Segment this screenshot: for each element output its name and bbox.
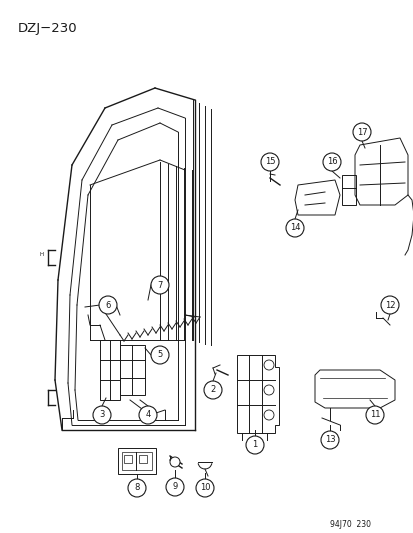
Text: 4: 4 [145,410,150,419]
Text: 3: 3 [99,410,104,419]
Circle shape [352,123,370,141]
Text: 10: 10 [199,483,210,492]
Text: 8: 8 [134,483,139,492]
Text: 12: 12 [384,301,394,310]
Text: 2: 2 [210,385,215,394]
Text: DZJ−230: DZJ−230 [18,22,78,35]
Text: 17: 17 [356,127,366,136]
Circle shape [260,153,278,171]
Circle shape [128,479,146,497]
Circle shape [285,219,303,237]
Circle shape [93,406,111,424]
Circle shape [365,406,383,424]
Text: 15: 15 [264,157,275,166]
Circle shape [151,276,169,294]
Text: 1: 1 [252,440,257,449]
Text: 6: 6 [105,301,110,310]
Text: 11: 11 [369,410,379,419]
Text: 7: 7 [157,280,162,289]
Text: 16: 16 [326,157,337,166]
Text: 94J70  230: 94J70 230 [329,520,370,529]
Circle shape [139,406,157,424]
Circle shape [170,457,180,467]
Circle shape [322,153,340,171]
Text: 5: 5 [157,351,162,359]
Text: 14: 14 [289,223,299,232]
Circle shape [99,296,117,314]
Circle shape [195,479,214,497]
Text: 13: 13 [324,435,335,445]
Circle shape [380,296,398,314]
Circle shape [320,431,338,449]
Circle shape [245,436,263,454]
Circle shape [204,381,221,399]
Text: H: H [40,253,44,257]
Circle shape [151,346,169,364]
Circle shape [166,478,183,496]
Text: 9: 9 [172,482,177,491]
